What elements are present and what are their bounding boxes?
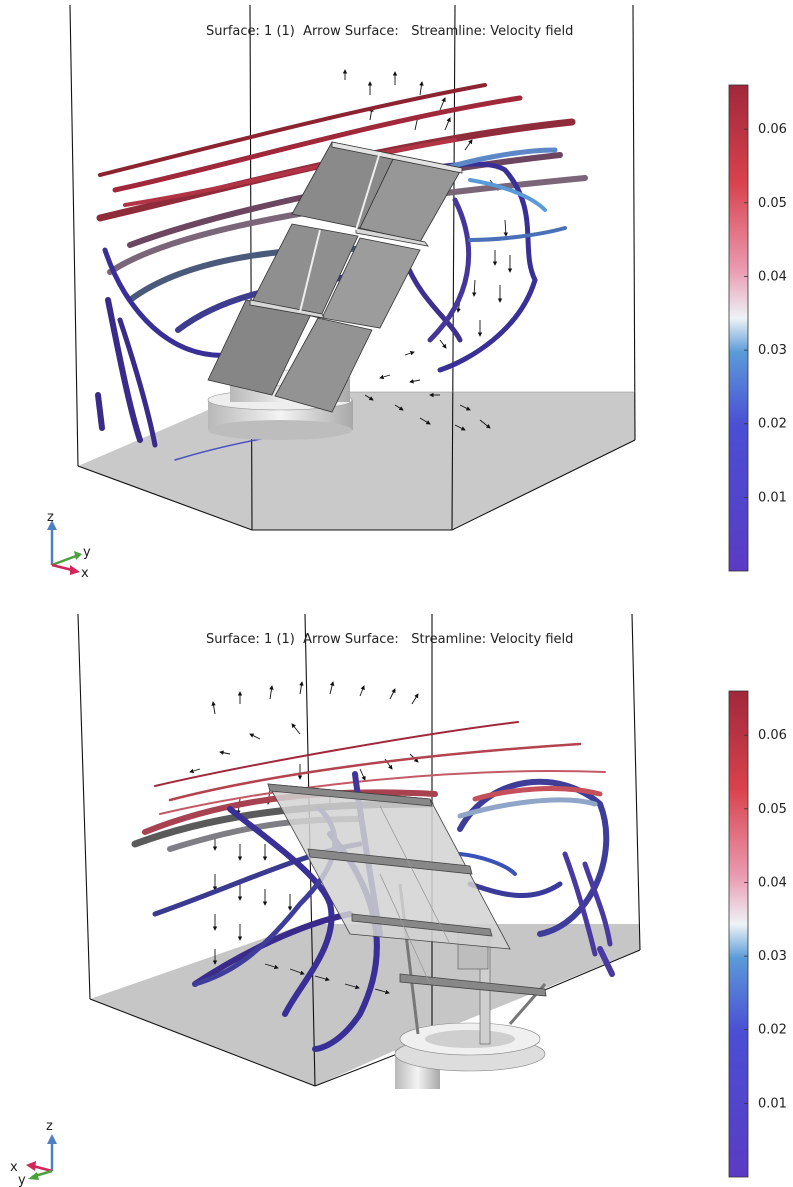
colorbar-tick-label: 0.03 xyxy=(758,949,787,964)
colorbar-gradient xyxy=(728,690,749,1178)
colorbar-tick-label: 0.05 xyxy=(758,802,787,817)
triad-z-label: z xyxy=(46,1119,53,1134)
axis-triad: z y x xyxy=(47,510,91,581)
colorbar: 0.01 0.02 0.03 0.04 0.05 0.06 xyxy=(728,84,787,572)
triad-z-label: z xyxy=(47,510,54,525)
colorbar-tick-label: 0.03 xyxy=(758,343,787,358)
colorbar-gradient xyxy=(728,84,749,572)
solar-panel-array xyxy=(267,783,547,997)
colorbar-tick-label: 0.04 xyxy=(758,875,787,890)
plot-title-2: Surface: 1 (1) Arrow Surface: Streamline… xyxy=(206,632,574,647)
colorbar: 0.01 0.02 0.03 0.04 0.05 0.06 xyxy=(728,690,787,1178)
scene-3d-1: 0.01 0.02 0.03 0.04 0.05 0.06 z y x xyxy=(47,4,787,581)
colorbar-tick-label: 0.06 xyxy=(758,122,787,137)
colorbar-tick-label: 0.01 xyxy=(758,490,787,505)
colorbar-ticks: 0.01 0.02 0.03 0.04 0.05 0.06 xyxy=(744,122,787,505)
triad-y-label: y xyxy=(18,1173,26,1187)
triad-x-label: x xyxy=(10,1160,18,1175)
colorbar-tick-label: 0.02 xyxy=(758,417,787,432)
plot-panel-1: 0.01 0.02 0.03 0.04 0.05 0.06 z y x Surface: … xyxy=(0,0,793,593)
scene-3d-2: 0.01 0.02 0.03 0.04 0.05 0.06 z x y xyxy=(10,613,787,1187)
plot-panel-2: 0.01 0.02 0.03 0.04 0.05 0.06 z x y Surface: … xyxy=(0,594,793,1187)
plot-title-1: Surface: 1 (1) Arrow Surface: Streamline… xyxy=(206,24,574,39)
colorbar-tick-label: 0.02 xyxy=(758,1023,787,1038)
floor xyxy=(78,392,635,530)
colorbar-tick-label: 0.04 xyxy=(758,269,787,284)
colorbar-tick-label: 0.01 xyxy=(758,1096,787,1111)
triad-y-label: y xyxy=(83,545,91,560)
colorbar-ticks: 0.01 0.02 0.03 0.04 0.05 0.06 xyxy=(744,728,787,1111)
triad-x-label: x xyxy=(81,566,89,581)
axis-triad: z x y xyxy=(10,1119,57,1187)
colorbar-tick-label: 0.06 xyxy=(758,728,787,743)
colorbar-tick-label: 0.05 xyxy=(758,196,787,211)
solar-panel-array xyxy=(207,141,463,413)
